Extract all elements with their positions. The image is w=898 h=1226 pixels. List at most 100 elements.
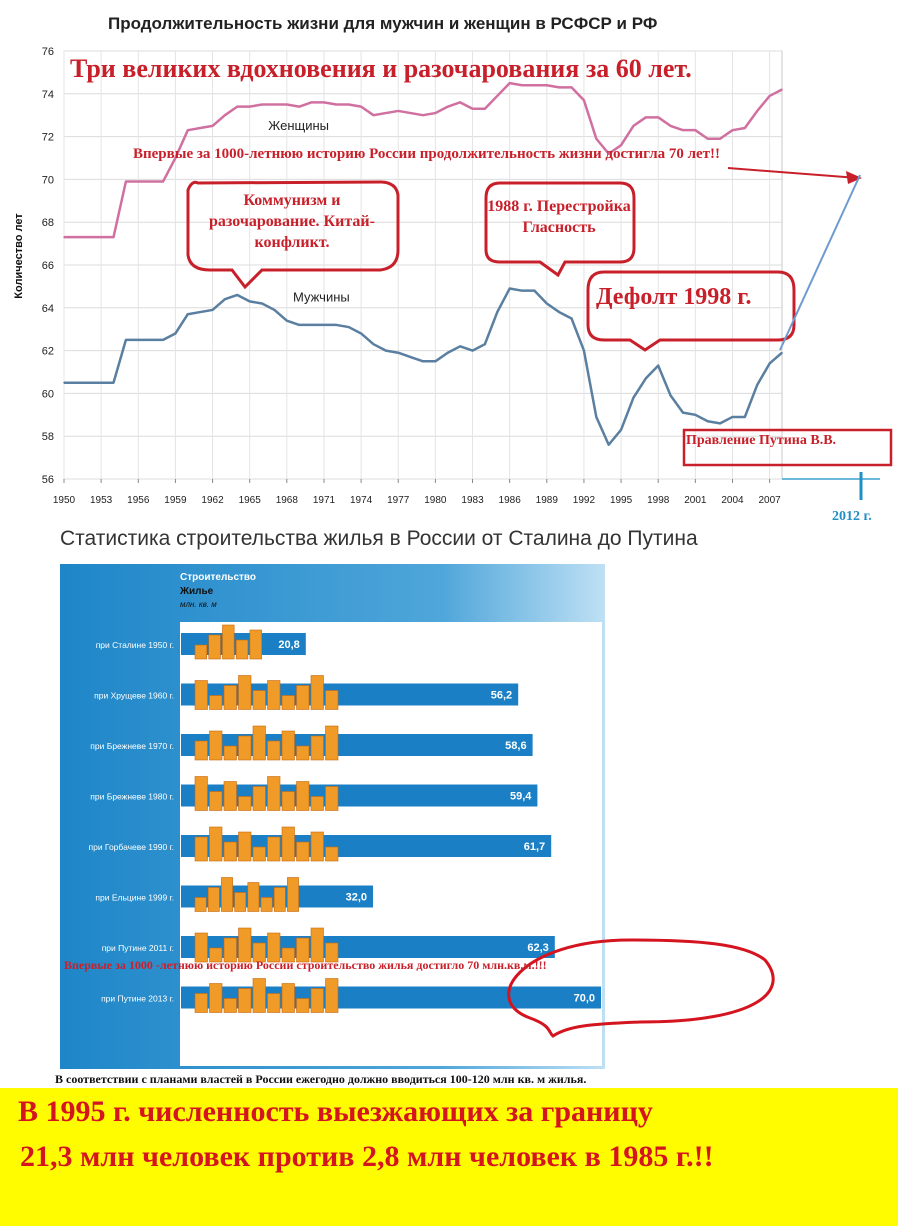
data-point — [706, 137, 709, 140]
data-point — [484, 343, 486, 345]
building-block — [252, 978, 266, 1013]
y-tick-label: 66 — [42, 260, 54, 272]
building-block — [281, 695, 295, 710]
y-tick-label: 74 — [42, 89, 54, 101]
bar-value-label: 61,7 — [524, 841, 545, 853]
data-point — [261, 103, 263, 106]
building-block — [209, 791, 223, 811]
building-block — [208, 634, 221, 660]
building-icon — [194, 826, 339, 862]
x-tick-label: 1956 — [127, 495, 150, 506]
data-point — [607, 443, 610, 446]
data-point — [137, 339, 140, 341]
data-point — [100, 236, 102, 238]
data-point — [347, 103, 350, 106]
building-block — [296, 998, 310, 1013]
x-tick-label: 1977 — [387, 495, 410, 506]
data-point — [607, 152, 610, 155]
data-point — [669, 394, 672, 397]
data-point — [706, 420, 709, 423]
data-point — [570, 317, 573, 320]
data-point — [211, 309, 214, 311]
data-point — [446, 351, 449, 354]
data-point — [620, 428, 622, 431]
panel-units: млн. кв. м — [180, 600, 217, 609]
data-point — [583, 349, 585, 352]
data-point — [372, 114, 375, 116]
building-block — [238, 831, 252, 862]
data-point — [335, 324, 338, 326]
data-point — [87, 381, 90, 384]
data-point — [719, 422, 721, 425]
building-block — [194, 776, 208, 811]
data-point — [310, 101, 313, 104]
x-tick-label: 1986 — [499, 495, 522, 506]
building-block — [238, 735, 252, 761]
data-point — [112, 236, 115, 238]
data-point — [174, 157, 177, 159]
building-block — [223, 937, 237, 963]
building-block — [310, 735, 324, 761]
data-point — [335, 103, 338, 106]
building-block — [296, 781, 310, 811]
data-point — [719, 137, 721, 140]
building-block — [209, 947, 223, 963]
building-block — [325, 978, 339, 1013]
data-point — [533, 289, 536, 292]
building-block — [310, 927, 324, 963]
building-block — [267, 680, 281, 710]
building-block — [238, 675, 252, 710]
data-point — [558, 86, 560, 89]
bar-category-label: при Брежневе 1980 г. — [90, 792, 174, 802]
building-icon — [194, 978, 339, 1013]
plan-note: В соответствии с планами властей в Росси… — [55, 1072, 587, 1086]
x-tick-label: 2007 — [758, 495, 781, 506]
data-point — [87, 236, 90, 238]
building-block — [296, 685, 310, 710]
data-point — [781, 351, 783, 354]
building-block — [296, 841, 310, 862]
bar-value-label: 32,0 — [346, 892, 367, 904]
x-tick-label: 1983 — [461, 495, 484, 506]
building-block — [209, 826, 223, 862]
data-point — [459, 345, 461, 348]
annotation-communism: Коммунизм и разочарование. Китай-конфлик… — [209, 192, 375, 251]
annotation-2012: 2012 г. — [832, 509, 872, 524]
x-tick-label: 1980 — [424, 495, 447, 506]
building-block — [252, 690, 266, 710]
building-block — [252, 786, 266, 811]
y-tick-label: 60 — [42, 388, 54, 400]
building-icon — [194, 725, 339, 761]
data-point — [422, 114, 424, 116]
bar-category-label: при Горбачеве 1990 г. — [88, 842, 174, 852]
data-point — [471, 349, 474, 352]
y-tick-label: 64 — [42, 303, 54, 315]
data-point — [298, 105, 301, 108]
data-point — [162, 339, 164, 341]
x-tick-label: 1971 — [313, 495, 336, 506]
data-point — [323, 101, 325, 104]
data-point — [248, 300, 251, 303]
data-point — [63, 236, 65, 238]
data-point — [471, 107, 474, 110]
data-point — [508, 287, 511, 290]
data-point — [211, 125, 214, 127]
data-point — [186, 313, 189, 316]
data-point — [657, 116, 660, 119]
data-point — [199, 127, 201, 129]
bottom-banner — [0, 1088, 898, 1226]
building-block — [221, 877, 233, 912]
housing-chart: при Сталине 1950 г. 20,8 при Хрущеве 1960 … — [60, 564, 605, 1069]
data-point — [446, 105, 449, 108]
data-point — [409, 356, 412, 358]
data-point — [694, 129, 697, 131]
building-block — [207, 887, 220, 912]
data-point — [521, 289, 523, 292]
data-point — [63, 381, 65, 384]
y-tick-label: 62 — [42, 346, 54, 358]
bar-category-label: при Ельцине 1999 г. — [95, 893, 174, 903]
data-point — [298, 324, 301, 326]
annotation-putin-rule: Правление Путина В.В. — [686, 433, 837, 448]
bar-category-label: при Путине 2013 г. — [101, 994, 174, 1004]
building-block — [310, 831, 324, 862]
